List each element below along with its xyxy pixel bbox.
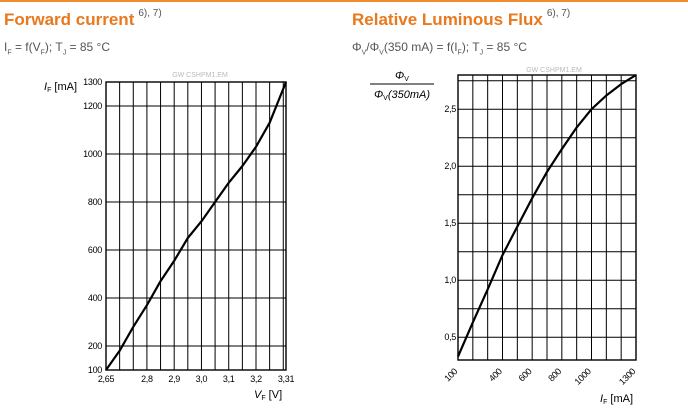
right-chart-title: Relative Luminous Flux 6), 7): [352, 8, 571, 30]
svg-text:ΦV(350mA): ΦV(350mA): [374, 89, 430, 102]
right-y-tick-label: 2,5: [444, 104, 456, 114]
right-x-tick-label: 600: [517, 366, 534, 383]
relative-flux-curve: [456, 74, 637, 358]
right-y-tick-label: 1,5: [444, 218, 456, 228]
right-y-tick-label: 2,0: [444, 161, 456, 171]
left-x-tick-label: 3,0: [196, 374, 208, 384]
right-y-tick-label: 0,5: [444, 332, 456, 342]
left-y-tick-label: 1000: [83, 149, 102, 159]
relative-luminous-flux-chart: GW CSHPM1.EM 0,5 1,0 1,5 2,0 2,5 100 400 600 80…: [370, 67, 638, 406]
right-watermark: GW CSHPM1.EM: [526, 67, 582, 74]
right-x-tick-label: 1000: [573, 366, 594, 387]
forward-current-chart: GW CSHPM1.EM 100 200 400 600 800 1000 1200 1300…: [44, 72, 295, 402]
right-gridlines: [458, 75, 636, 360]
right-x-tick-labels: 100 400 600 800 1000 1300: [442, 366, 637, 387]
left-x-tick-label: 3,2: [250, 374, 262, 384]
right-chart-subtitle: ΦV/ΦV(350 mA) = f(IF); TJ = 85 °C: [352, 40, 527, 57]
left-x-axis-label: VF [V]: [254, 389, 282, 402]
left-plot-frame: [105, 81, 287, 371]
left-x-tick-labels: 2,65 2,8 2,9 3,0 3,1 3,2 3,31: [98, 374, 295, 384]
right-title-note: 6), 7): [546, 8, 571, 19]
left-y-axis-label: IF [mA]: [44, 81, 77, 94]
right-x-tick-label: 100: [442, 366, 459, 383]
left-y-tick-label: 600: [88, 245, 102, 255]
right-y-axis-label: ΦV ΦV(350mA): [370, 70, 434, 102]
left-x-tick-label: 3,31: [278, 374, 295, 384]
svg-text:ΦV: ΦV: [395, 70, 409, 83]
right-x-tick-label: 1300: [617, 366, 638, 387]
right-plot-frame: [457, 74, 637, 361]
forward-current-curve: [105, 81, 288, 371]
left-chart-title: Forward current 6), 7): [4, 8, 162, 30]
left-watermark: GW CSHPM1.EM: [172, 72, 228, 79]
left-y-tick-label: 400: [88, 293, 102, 303]
left-x-tick-label: 2,65: [98, 374, 115, 384]
left-y-tick-label: 1200: [83, 101, 102, 111]
right-x-tick-label: 800: [546, 366, 563, 383]
top-accent-line: [0, 0, 688, 2]
left-title-text: Forward current: [4, 10, 135, 29]
left-y-tick-label: 800: [88, 197, 102, 207]
right-y-tick-labels: 0,5 1,0 1,5 2,0 2,5: [444, 104, 456, 342]
left-y-tick-labels: 100 200 400 600 800 1000 1200 1300: [83, 77, 102, 375]
left-x-tick-label: 2,9: [168, 374, 180, 384]
left-chart-subtitle: IF = f(VF); TJ = 85 °C: [4, 40, 111, 57]
left-y-tick-label: 200: [88, 341, 102, 351]
left-x-tick-label: 3,1: [223, 374, 235, 384]
left-y-tick-label: 1300: [83, 77, 102, 87]
right-x-axis-label: IF [mA]: [600, 393, 633, 406]
left-title-note: 6), 7): [138, 8, 162, 19]
left-x-tick-label: 2,8: [141, 374, 153, 384]
left-gridlines: [106, 82, 286, 370]
right-x-tick-label: 400: [487, 366, 504, 383]
right-title-text: Relative Luminous Flux: [352, 10, 543, 29]
right-y-tick-label: 1,0: [444, 275, 456, 285]
left-y-tick-label: 100: [88, 365, 102, 375]
